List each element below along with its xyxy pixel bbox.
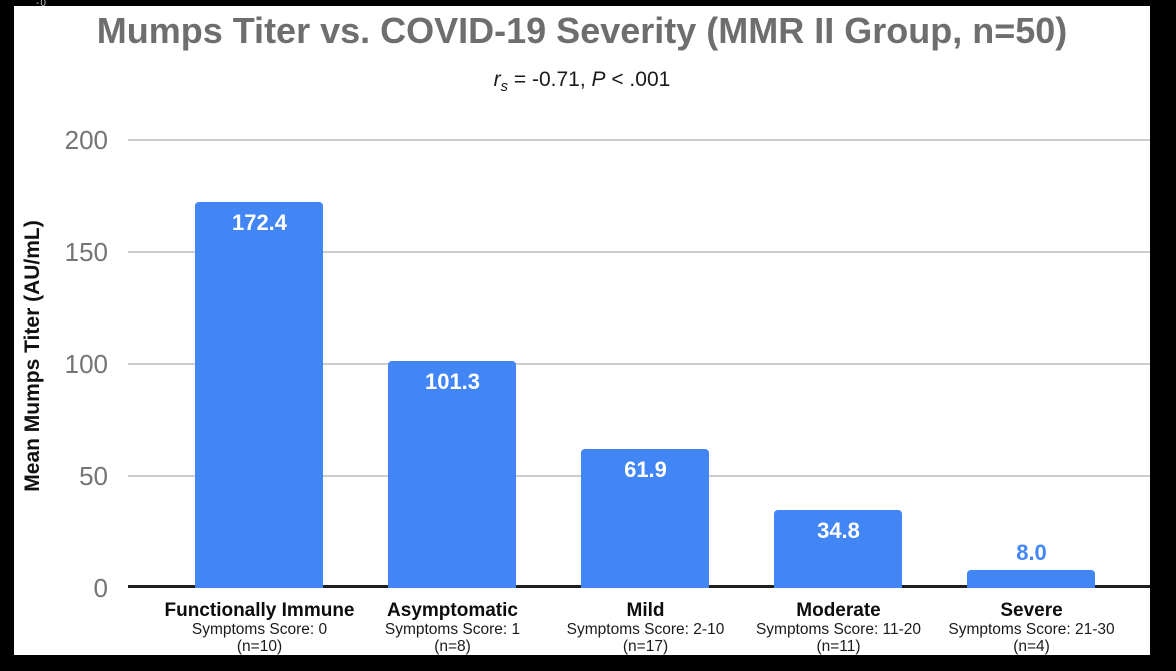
cropped-edge-artifact: -0	[36, 0, 47, 9]
y-tick-label: 150	[64, 237, 108, 267]
bar-3	[774, 510, 902, 588]
subtitle-p: P	[591, 68, 606, 91]
category-symptom-score: Symptoms Score: 21-30	[948, 621, 1115, 638]
category-symptom-score: Symptoms Score: 2-10	[566, 621, 725, 638]
category-symptom-score: Symptoms Score: 11-20	[755, 621, 922, 638]
chart-title: Mumps Titer vs. COVID-19 Severity (MMR I…	[96, 10, 1068, 51]
category-labels: Moderate Symptoms Score: 11-20 (n=11)	[742, 600, 935, 656]
category-name: Severe	[1000, 600, 1063, 621]
y-tick-label: 100	[64, 349, 108, 379]
category-labels: Asymptomatic Symptoms Score: 1 (n=8)	[356, 600, 549, 656]
category-sample-size: (n=8)	[434, 638, 471, 655]
bar-4	[967, 570, 1095, 588]
category-sample-size: (n=10)	[236, 638, 283, 655]
y-tick-label: 50	[79, 461, 108, 491]
subtitle-p-value: < .001	[605, 68, 671, 91]
bar-column: 34.8 Moderate Symptoms Score: 11-20 (n=11)	[742, 140, 935, 655]
category-labels: Mild Symptoms Score: 2-10 (n=17)	[549, 600, 742, 656]
bar-zone: 61.9	[549, 140, 742, 588]
plot-columns: 172.4 Functionally Immune Symptoms Score: …	[128, 140, 1150, 655]
bar-zone: 172.4	[163, 140, 356, 588]
bar-column: 172.4 Functionally Immune Symptoms Score: …	[163, 140, 356, 655]
category-name: Functionally Immune	[164, 600, 355, 621]
bar-zone: 101.3	[356, 140, 549, 588]
subtitle-r: r	[493, 68, 501, 91]
bar-value-label: 101.3	[424, 369, 481, 395]
plot-area: 0 50 100 150 200 172.4 Functionally Immune Sym…	[65, 126, 1150, 655]
bar-zone: 34.8	[742, 140, 935, 588]
category-name: Moderate	[796, 600, 881, 621]
subtitle-correlation-value: = -0.71,	[508, 68, 592, 91]
category-labels: Severe Symptoms Score: 21-30 (n=4)	[935, 600, 1128, 656]
bar-value-label: 8.0	[1016, 540, 1047, 566]
category-sample-size: (n=11)	[816, 638, 861, 655]
gridline	[128, 251, 1150, 253]
y-axis-ticks: 0 50 100 150 200	[14, 126, 118, 602]
bar-1	[388, 361, 516, 588]
subtitle-s-subscript: s	[500, 79, 509, 96]
category-labels: Functionally Immune Symptoms Score: 0 (n=1…	[163, 600, 356, 656]
chart-subtitle: rs = -0.71, P < .001	[14, 68, 1150, 96]
category-sample-size: (n=17)	[622, 638, 669, 655]
gridline	[128, 363, 1150, 365]
y-tick-label: 0	[93, 573, 108, 603]
category-name: Asymptomatic	[387, 600, 518, 621]
gridline	[128, 139, 1150, 141]
bar-column: 8.0 Severe Symptoms Score: 21-30 (n=4)	[935, 140, 1128, 655]
bar-value-label: 61.9	[624, 457, 667, 483]
chart-frame: Mumps Titer vs. COVID-19 Severity (MMR I…	[14, 6, 1150, 655]
bar-zone: 8.0	[935, 140, 1128, 588]
category-name: Mild	[626, 600, 665, 621]
bar-value-label: 34.8	[817, 518, 860, 544]
bar-value-label: 172.4	[231, 209, 288, 235]
bar-2	[581, 449, 709, 588]
y-tick-label: 200	[64, 125, 108, 155]
category-symptom-score: Symptoms Score: 1	[384, 621, 521, 638]
bar-0	[195, 201, 323, 588]
bar-column: 61.9 Mild Symptoms Score: 2-10 (n=17)	[549, 140, 742, 655]
category-sample-size: (n=4)	[1013, 638, 1050, 655]
bar-column: 101.3 Asymptomatic Symptoms Score: 1 (n=8)	[356, 140, 549, 655]
category-symptom-score: Symptoms Score: 0	[191, 621, 328, 638]
